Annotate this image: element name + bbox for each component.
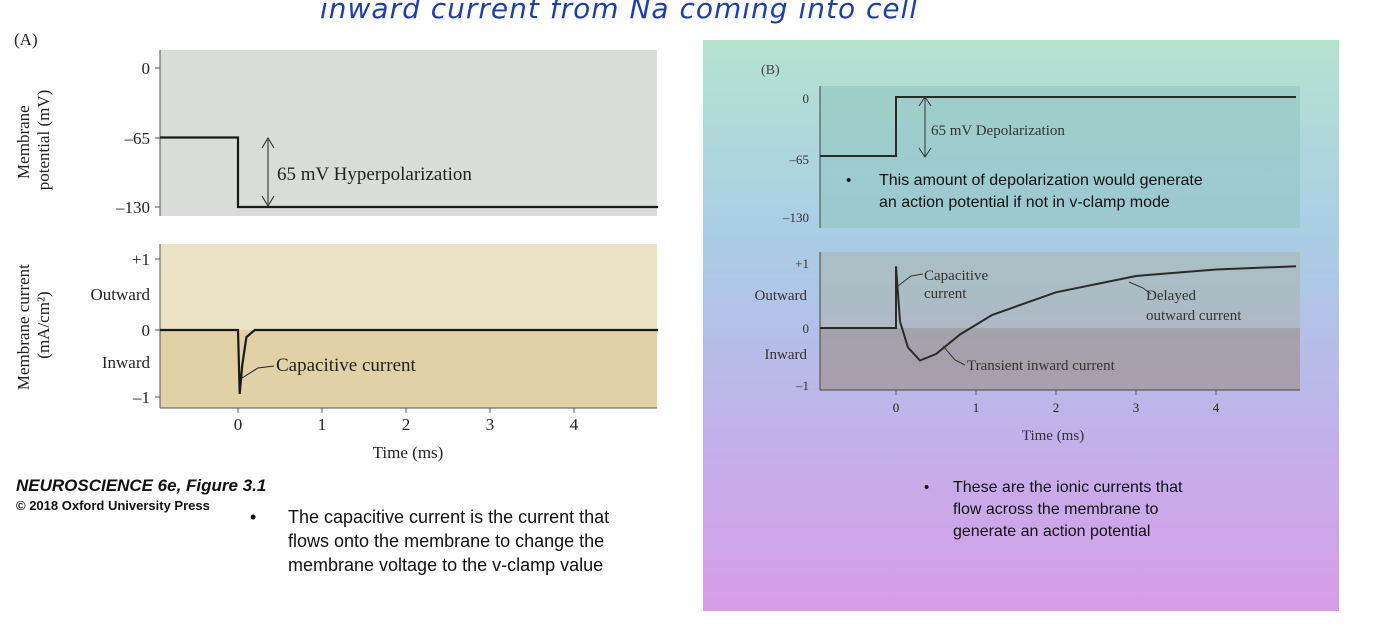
- y-axis-label: Membrane current (mA/cm²): [14, 260, 53, 390]
- x-tick-label: 0: [234, 415, 243, 434]
- caption-title: NEUROSCIENCE 6e, Figure 3.1: [16, 476, 267, 495]
- note-capacitive: • The capacitive current is the current …: [250, 505, 640, 577]
- caption-copyright: © 2018 Oxford University Press: [16, 498, 210, 513]
- y-axis-label: Membrane potential (mV): [14, 90, 53, 191]
- voltage-trace: [160, 136, 658, 209]
- y-tick-label: +1: [795, 256, 809, 271]
- label-line: current: [924, 286, 967, 302]
- x-tick-label: 2: [402, 415, 411, 434]
- y-tick-label: –65: [124, 129, 151, 148]
- panel-a-label: (A): [14, 30, 38, 49]
- note-line: flow across the membrane to: [953, 501, 1159, 518]
- bullet: •: [250, 507, 257, 527]
- outward-label: Outward: [91, 285, 151, 304]
- note-line: These are the ionic currents that: [953, 479, 1183, 496]
- outward-background: [160, 244, 657, 330]
- arrow-head-down: [918, 147, 932, 158]
- x-tick-label: 3: [1133, 400, 1140, 415]
- note-ionic-currents: These are the ionic currents that flow a…: [953, 479, 1187, 540]
- arrow-head-up: [261, 137, 275, 149]
- annotation-leader: [942, 345, 966, 366]
- capacitive-current-label: Capacitive current: [924, 268, 992, 302]
- x-tick-label: 3: [486, 415, 495, 434]
- y-axis-label-line: (mA/cm²): [34, 291, 53, 358]
- x-tick-label: 4: [1213, 400, 1220, 415]
- y-tick-label: –65: [789, 152, 810, 167]
- x-tick-label: 0: [893, 400, 900, 415]
- label-line: Delayed: [1146, 288, 1196, 304]
- note-line: generate an action potential: [953, 523, 1150, 540]
- chart-a-voltage: 0 –65 –130 65 mV Hyperpolarization Membr…: [14, 50, 658, 217]
- inward-label: Inward: [102, 353, 151, 372]
- bullet: •: [924, 479, 929, 496]
- chart-b-current: +1 0 –1 Outward Inward 0 1 2 3 4 Capacitive …: [755, 252, 1300, 444]
- y-tick-label: –130: [115, 198, 150, 217]
- x-axis-label: Time (ms): [1022, 428, 1084, 444]
- y-tick-label: 0: [142, 59, 151, 78]
- outward-label: Outward: [755, 288, 808, 304]
- x-tick-label: 2: [1053, 400, 1060, 415]
- handwritten-annotation: inward current from Na coming into cell: [320, 0, 919, 25]
- bullet: •: [846, 172, 851, 189]
- y-axis-label-line: Membrane: [14, 105, 33, 179]
- annotation-leader: [897, 273, 924, 287]
- voltage-trace: [820, 96, 1296, 157]
- chart-a-current: +1 0 –1 Outward Inward 0 1 2 3 4 Capacitive …: [14, 244, 658, 462]
- depolarization-label: 65 mV Depolarization: [931, 123, 1065, 139]
- note-depolarization: This amount of depolarization would gene…: [879, 172, 1207, 211]
- capacitive-current-label: Capacitive current: [276, 355, 417, 376]
- x-tick-label: 4: [570, 415, 579, 434]
- x-tick-label: 1: [318, 415, 327, 434]
- y-tick-label: 0: [803, 91, 810, 106]
- inward-label: Inward: [765, 347, 808, 363]
- inward-background: [820, 328, 1300, 390]
- y-tick-label: 0: [803, 321, 810, 336]
- y-tick-label: +1: [132, 250, 150, 269]
- hyperpolarization-label: 65 mV Hyperpolarization: [277, 164, 472, 185]
- x-axis-label: Time (ms): [373, 443, 444, 462]
- current-trace: [820, 265, 1297, 362]
- label-line: Capacitive: [924, 268, 988, 284]
- note-line: This amount of depolarization would gene…: [879, 172, 1203, 189]
- panel-b-label: (B): [761, 63, 780, 78]
- plot-background: [160, 50, 657, 216]
- note-line: an action potential if not in v-clamp mo…: [879, 194, 1170, 211]
- figure-a: (A) 0 –65 –130 65 mV Hyperpolarization M…: [14, 30, 658, 462]
- note-text: The capacitive current is the current th…: [288, 507, 610, 575]
- plot-background: [820, 86, 1300, 228]
- x-tick-label: 1: [973, 400, 980, 415]
- x-ticks: 0 1 2 3 4: [893, 390, 1220, 415]
- chart-b-voltage: 0 –65 –130 65 mV Depolarization • This a…: [782, 86, 1300, 228]
- label-line: outward current: [1146, 308, 1242, 324]
- transient-inward-label: Transient inward current: [967, 358, 1116, 374]
- y-tick-label: –130: [782, 210, 809, 225]
- figure-b-slide: (B) 0 –65 –130 65 mV Depolarization • Th…: [703, 40, 1339, 611]
- arrow-head-up: [918, 96, 932, 107]
- figure-caption: NEUROSCIENCE 6e, Figure 3.1 © 2018 Oxfor…: [16, 476, 266, 513]
- y-axis-label-line: Membrane current: [14, 264, 33, 390]
- y-tick-label: –1: [132, 388, 150, 407]
- y-tick-label: –1: [795, 378, 809, 393]
- y-tick-label: 0: [142, 321, 151, 340]
- y-axis-label-line: potential (mV): [34, 90, 53, 191]
- x-ticks: 0 1 2 3 4: [234, 408, 579, 434]
- current-trace: [160, 328, 658, 394]
- arrow-head-down: [261, 195, 275, 207]
- annotation-leader: [241, 365, 275, 379]
- annotation-leader: [1128, 281, 1152, 295]
- delayed-outward-label: Delayed outward current: [1146, 288, 1242, 324]
